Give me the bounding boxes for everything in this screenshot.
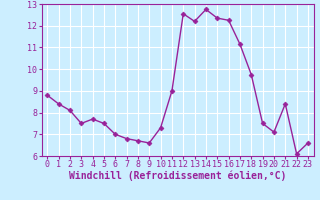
X-axis label: Windchill (Refroidissement éolien,°C): Windchill (Refroidissement éolien,°C)	[69, 171, 286, 181]
